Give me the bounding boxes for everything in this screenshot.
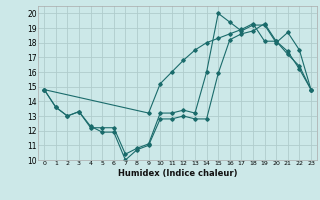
X-axis label: Humidex (Indice chaleur): Humidex (Indice chaleur) xyxy=(118,169,237,178)
